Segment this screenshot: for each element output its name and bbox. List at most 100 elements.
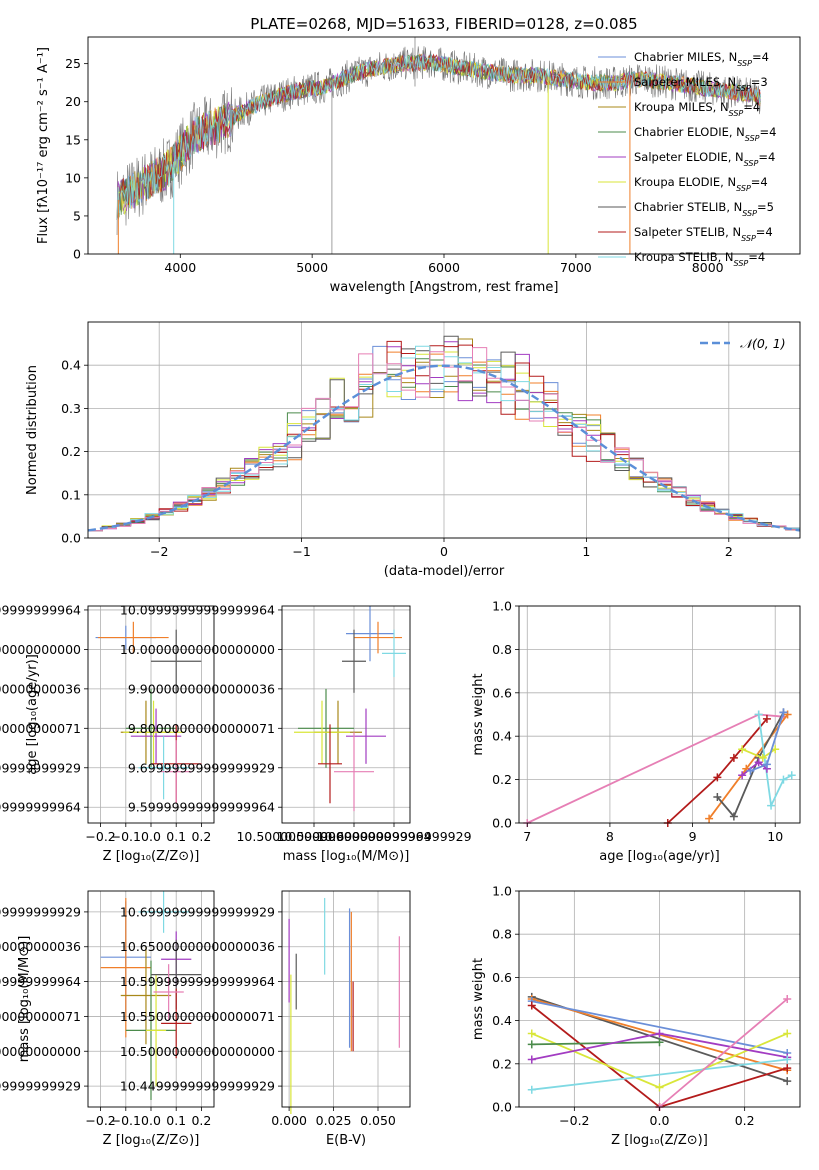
x-tick-label: 0 <box>440 544 448 559</box>
y-tick-label: 0.4 <box>492 1013 512 1028</box>
series-marker-0 <box>783 1077 792 1086</box>
series-marker-1 <box>762 714 771 723</box>
series-marker-5 <box>655 1038 664 1047</box>
x-tick-label: 0.2 <box>191 829 211 844</box>
series-line-5 <box>531 1041 660 1046</box>
y-axis-label: mass [log₁₀(M/M⊙)] <box>17 936 32 1063</box>
x-tick-label: −1 <box>292 544 310 559</box>
y-tick-label: 0.3 <box>61 401 81 416</box>
panel-mw_z: −0.2 0.0 0.2 0.0 0.2 0.4 0.6 0.8 1.0 Z [log₁₀(Z/Z… <box>471 884 801 1148</box>
series-marker-2 <box>705 814 714 823</box>
x-tick-label: −0.1 <box>111 1113 141 1128</box>
series-line-7 <box>531 1058 788 1091</box>
plot-frame <box>87 605 215 824</box>
legend-subscript: SSP <box>729 109 744 118</box>
plot-content <box>95 621 202 804</box>
x-tick-label: −0.2 <box>85 1113 115 1128</box>
panel-spectrum: 4000 5000 6000 7000 8000 0 5 10 15 20 25 wavelength… <box>36 36 801 295</box>
x-tick-label: 0.025 <box>316 1113 352 1128</box>
y-tick-label: 9.80000000000000071 <box>0 721 81 736</box>
x-tick-label: 2 <box>725 544 733 559</box>
x-axis-label: Z [log₁₀(Z/Z⊙)] <box>103 1133 200 1148</box>
x-axis-label: Z [log₁₀(Z/Z⊙)] <box>611 1133 708 1148</box>
x-axis-label: wavelength [Angstrom, rest frame] <box>330 280 559 295</box>
series-marker-6 <box>754 758 763 767</box>
x-tick-label: −0.1 <box>111 829 141 844</box>
legend-subscript: SSP <box>734 259 749 268</box>
y-tick-label: 10 <box>65 170 81 185</box>
plot-frame <box>87 890 215 1108</box>
legend-label-tail: =4 <box>756 225 773 239</box>
x-tick-label: −0.2 <box>559 1113 589 1128</box>
series-marker-4 <box>754 710 763 719</box>
x-tick-label: 4000 <box>164 260 196 275</box>
y-tick-label: 10.50000000000000000 <box>120 1044 275 1059</box>
y-tick-label: 10.55000000000000071 <box>0 1009 81 1024</box>
plot-content <box>87 335 801 532</box>
y-tick-label: 0.0 <box>492 816 512 831</box>
y-tick-label: 0.8 <box>492 642 512 657</box>
y-tick-label: 0.2 <box>492 1056 512 1071</box>
y-tick-label: 0.4 <box>492 729 512 744</box>
y-tick-label: 9.69999999999999929 <box>128 760 275 775</box>
plot-frame <box>518 890 801 1108</box>
legend-label-tail: =5 <box>757 200 774 214</box>
plot-content <box>523 708 796 827</box>
y-tick-label: 1.0 <box>492 599 512 614</box>
plot-area <box>282 606 410 823</box>
model-spectrum-line-7 <box>116 53 761 220</box>
y-tick-label: 10.55000000000000071 <box>120 1009 275 1024</box>
y-axis-label: age [log₁₀(age/yr)] <box>25 654 40 775</box>
legend-label-tail: =4 <box>748 250 765 264</box>
figure-title: PLATE=0268, MJD=51633, FIBERID=0128, z=0… <box>250 15 637 33</box>
x-tick-label: 0.2 <box>191 1113 211 1128</box>
series-marker-7 <box>746 766 755 775</box>
x-tick-label: 0.0 <box>650 1113 670 1128</box>
x-axis-label: age [log₁₀(age/yr)] <box>599 849 720 864</box>
x-tick-label: 7 <box>523 829 531 844</box>
plot-content <box>100 891 202 1101</box>
series-marker-7 <box>783 1055 792 1064</box>
y-tick-label: 0.6 <box>492 685 512 700</box>
x-tick-label: 8000 <box>692 260 724 275</box>
legend-label: 𝒩(0, 1) <box>740 336 786 351</box>
series-marker-4 <box>527 1029 536 1038</box>
x-tick-label: 0.000 <box>271 1113 307 1128</box>
x-tick-label: 10.59999999999999964 <box>276 829 431 844</box>
y-tick-label: 10.00000000000000000 <box>0 642 81 657</box>
y-tick-label: 20 <box>65 94 81 109</box>
plot-frame <box>281 890 411 1108</box>
legend-label-tail: =4 <box>758 150 775 164</box>
y-tick-label: 0.8 <box>492 927 512 942</box>
histogram-step-9 <box>88 347 800 532</box>
y-tick-label: 10.44999999999999929 <box>0 1079 81 1094</box>
y-tick-label: 9.69999999999999929 <box>0 760 81 775</box>
plot-content <box>288 897 400 1114</box>
x-tick-label: 0.0 <box>141 1113 161 1128</box>
y-axis-label: mass weight <box>471 673 486 755</box>
histogram-step-8 <box>88 345 800 532</box>
panel-mass_ebv: 0.000 0.025 0.050 10.44999999999999929 10.50… <box>120 890 411 1148</box>
x-tick-label: 7000 <box>560 260 592 275</box>
legend-label: Kroupa ELODIE, NSSP=4 <box>634 175 768 193</box>
y-tick-label: 9.59999999999999964 <box>128 800 275 815</box>
x-tick-label: 10 <box>767 829 783 844</box>
x-tick-label: 0.1 <box>166 829 186 844</box>
x-tick-label: −2 <box>150 544 168 559</box>
legend-label-tail: =4 <box>752 50 769 64</box>
series-marker-7 <box>527 1085 536 1094</box>
y-tick-label: 9.90000000000000036 <box>128 681 275 696</box>
x-axis-label: (data-model)/error <box>384 564 505 579</box>
y-tick-label: 10.69999999999999929 <box>0 904 81 919</box>
legend-label: Kroupa STELIB, NSSP=4 <box>634 250 765 268</box>
legend-subscript: SSP <box>736 184 751 193</box>
series-marker-7 <box>779 708 788 717</box>
legend-label: Chabrier ELODIE, NSSP=4 <box>634 125 776 143</box>
series-line-1 <box>667 718 768 824</box>
legend-label-tail: =4 <box>751 175 768 189</box>
legend-subscript: SSP <box>744 159 759 168</box>
x-tick-label: 8 <box>606 829 614 844</box>
series-marker-4 <box>655 1083 664 1092</box>
legend-subscript: SSP <box>737 59 752 68</box>
